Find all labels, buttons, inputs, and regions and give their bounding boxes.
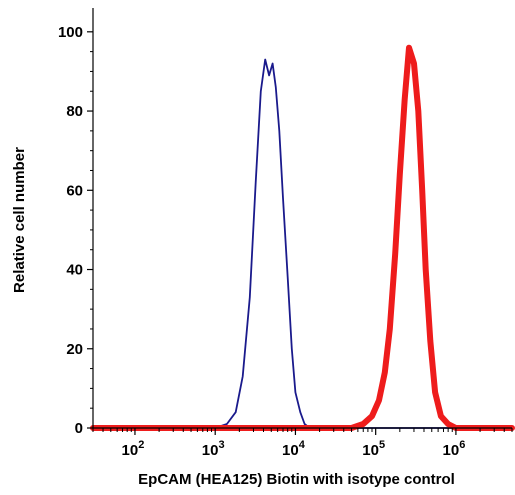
y-tick-label: 100 [58, 24, 83, 41]
y-axis-title: Relative cell number [11, 147, 28, 293]
y-tick-label: 0 [75, 420, 83, 437]
y-tick-label: 40 [66, 262, 83, 279]
x-tick-label: 103 [202, 439, 225, 459]
x-axis-title: EpCAM (HEA125) Biotin with isotype contr… [138, 471, 455, 488]
y-tick-label: 60 [66, 182, 83, 199]
y-ticks: 0 20 40 60 80 100 [58, 24, 93, 437]
x-tick-label: 106 [443, 439, 466, 459]
y-tick-label: 20 [66, 341, 83, 358]
histogram-series-1 [92, 58, 513, 429]
x-tick-label: 102 [122, 439, 145, 459]
x-ticks: 102 103 104 105 106 [92, 428, 513, 459]
y-tick-label: 80 [66, 103, 83, 120]
x-tick-label: 105 [362, 439, 385, 459]
plot-area [90, 44, 515, 431]
histogram-series-2 [90, 44, 515, 431]
x-tick-label: 104 [282, 439, 306, 459]
